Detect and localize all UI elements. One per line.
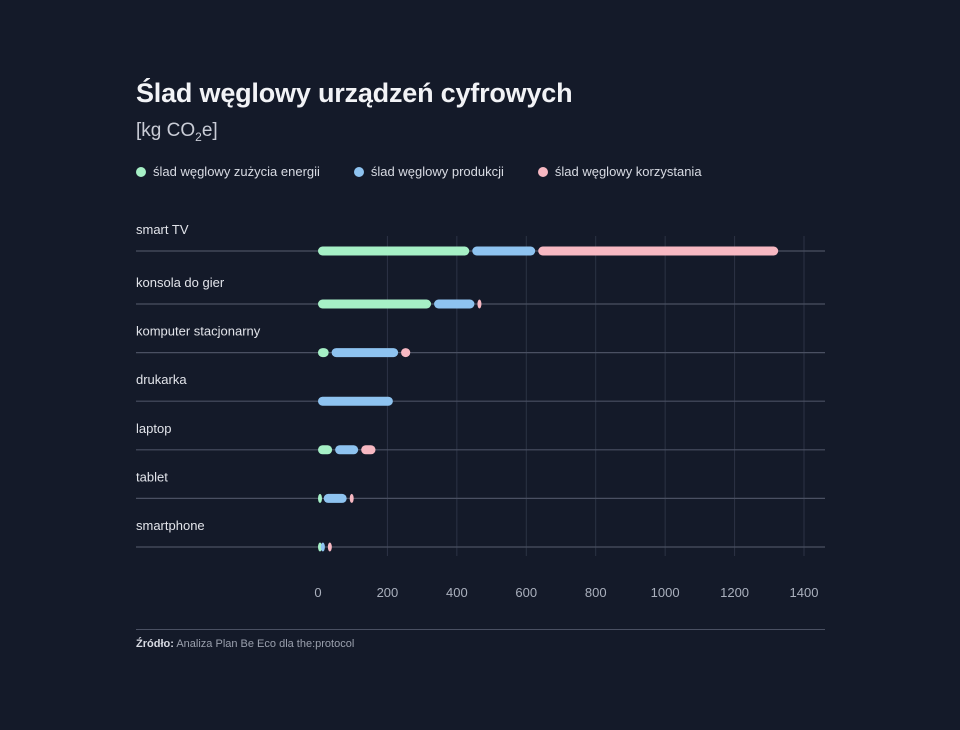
x-tick-label: 400 (446, 585, 468, 600)
category-label: laptop (136, 421, 171, 436)
x-tick-label: 200 (377, 585, 399, 600)
source-label: Źródło: (136, 638, 174, 650)
bar-segment (320, 542, 325, 552)
category-label: komputer stacjonarny (136, 324, 261, 339)
legend-dot-energy (136, 166, 146, 177)
bar-segment (318, 348, 329, 358)
bar-segment (327, 542, 332, 552)
legend-item-production: ślad węglowy produkcji (353, 164, 504, 179)
chart-subtitle: [kg CO2e] (136, 120, 218, 144)
bar-segment (472, 246, 536, 256)
x-tick-label: 1400 (790, 585, 819, 600)
legend-label-production: ślad węglowy produkcji (370, 164, 504, 179)
bar-segment (318, 299, 432, 309)
bar-segment (361, 445, 376, 455)
x-tick-label: 1000 (651, 585, 680, 600)
legend-label-energy: ślad węglowy zużycia energii (153, 164, 320, 179)
bar-segment (318, 246, 470, 256)
category-label: smartphone (136, 518, 205, 533)
bar-segment (401, 348, 411, 358)
bar-segment (331, 348, 399, 358)
footer-divider (136, 629, 825, 630)
bar-segment (323, 493, 347, 503)
source-note: Źródło: Analiza Plan Be Eco dla the:prot… (136, 638, 354, 650)
bar-chart: smart TV konsola do gier komputer stacjona… (136, 222, 825, 600)
legend-dot-production (353, 166, 364, 177)
bar-segment (318, 542, 322, 552)
bar-segment (434, 299, 475, 309)
x-tick-label: 600 (515, 585, 537, 600)
bar-segment (318, 493, 322, 503)
legend-label-usage: ślad węglowy korzystania (554, 164, 702, 179)
category-label: konsola do gier (136, 275, 225, 290)
legend-dot-usage (537, 166, 548, 177)
unit-suffix: e] (201, 120, 218, 141)
category-label: smart TV (136, 222, 189, 237)
category-label: drukarka (136, 372, 187, 387)
x-tick-label: 0 (314, 585, 321, 600)
legend: ślad węglowy zużycia energii ślad węglow… (136, 164, 736, 179)
x-tick-label: 1200 (720, 585, 749, 600)
unit-prefix: [kg CO (136, 120, 196, 141)
legend-item-energy: ślad węglowy zużycia energii (136, 164, 320, 179)
bar-segment (349, 493, 354, 503)
bar-segment (318, 396, 393, 406)
x-tick-label: 800 (585, 585, 607, 600)
unit-subscript: 2 (195, 129, 202, 144)
source-text: Analiza Plan Be Eco dla the:protocol (176, 638, 355, 650)
chart-title: Ślad węglowy urządzeń cyfrowych (136, 78, 573, 108)
bar-segment (477, 299, 482, 309)
bar-segment (318, 445, 333, 455)
legend-item-usage: ślad węglowy korzystania (537, 164, 702, 179)
bar-segment (538, 246, 779, 256)
category-label: tablet (136, 469, 168, 484)
bar-segment (335, 445, 359, 455)
